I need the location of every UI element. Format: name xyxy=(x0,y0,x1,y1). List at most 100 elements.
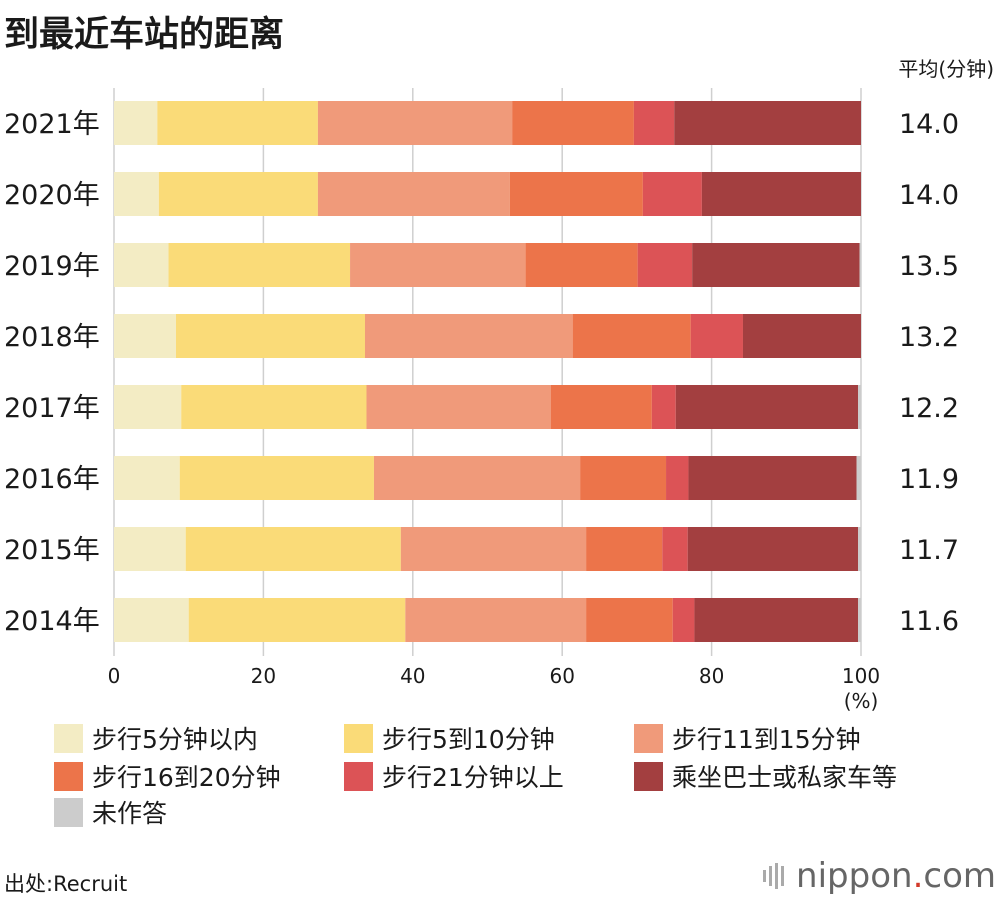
bar-segment xyxy=(633,101,675,145)
bar-segment xyxy=(176,314,365,358)
bar-segment xyxy=(858,527,861,571)
x-axis-label: (%) xyxy=(844,689,879,713)
legend-swatch xyxy=(54,797,83,827)
category-label: 2014年 xyxy=(4,606,100,637)
bar-segment xyxy=(651,385,676,429)
legend-item: 步行5到10分钟 xyxy=(344,720,555,756)
legend-label: 步行5到10分钟 xyxy=(382,725,555,754)
bar-segment xyxy=(373,456,581,500)
bars xyxy=(114,101,861,642)
legend-swatch xyxy=(634,723,663,753)
category-label: 2021年 xyxy=(4,109,100,140)
average-value: 11.9 xyxy=(899,464,959,495)
bar-segment xyxy=(692,243,860,287)
bar-segment xyxy=(642,172,702,216)
legend-label: 步行21分钟以上 xyxy=(382,763,564,792)
legend-item: 乘坐巴士或私家车等 xyxy=(634,758,897,794)
legend-swatch xyxy=(344,761,373,791)
bar-segment xyxy=(405,598,587,642)
category-label: 2015年 xyxy=(4,535,100,566)
bar-segment xyxy=(742,314,861,358)
bar-segment xyxy=(666,456,689,500)
legend-item: 步行11到15分钟 xyxy=(634,720,861,756)
bar-segment xyxy=(662,527,688,571)
legend-label: 步行5分钟以内 xyxy=(92,725,258,754)
chart-title: 到最近车站的距离 xyxy=(4,15,285,55)
category-label: 2020年 xyxy=(4,180,100,211)
average-value: 11.7 xyxy=(899,535,959,566)
legend-swatch xyxy=(344,723,373,753)
x-tick-label: 60 xyxy=(549,664,574,688)
brand-logo: nippon. com xyxy=(760,856,996,896)
nippon-logo-icon xyxy=(763,863,785,889)
category-label: 2017年 xyxy=(4,393,100,424)
x-tick-label: 0 xyxy=(108,664,121,688)
bar-segment xyxy=(509,172,643,216)
bar-segment xyxy=(550,385,652,429)
bar-segment xyxy=(580,456,667,500)
bar-segment xyxy=(114,314,177,358)
bar-segment xyxy=(400,527,587,571)
bar-segment xyxy=(586,527,663,571)
bar-segment xyxy=(525,243,638,287)
bar-segment xyxy=(114,598,189,642)
legend-label: 步行11到15分钟 xyxy=(672,725,861,754)
bar-segment xyxy=(114,527,186,571)
bar-segment xyxy=(181,385,367,429)
bar-segment xyxy=(188,598,406,642)
bar-segment xyxy=(366,385,551,429)
bar-segment xyxy=(364,314,573,358)
legend-item: 步行21分钟以上 xyxy=(344,758,564,794)
bar-segment xyxy=(179,456,374,500)
legend-item: 未作答 xyxy=(54,794,167,830)
bar-segment xyxy=(687,527,859,571)
legend: 步行5分钟以内 步行5到10分钟 步行11到15分钟步行16到20分钟 步行21分钟以… xyxy=(0,720,1000,828)
bar-segment xyxy=(675,385,859,429)
category-label: 2018年 xyxy=(4,322,100,353)
x-tick-label: 20 xyxy=(251,664,276,688)
brand-name: nippon xyxy=(796,856,913,896)
bar-segment xyxy=(114,243,169,287)
legend-item: 步行5分钟以内 xyxy=(54,720,258,756)
bar-segment xyxy=(858,385,861,429)
category-label: 2016年 xyxy=(4,464,100,495)
average-value: 14.0 xyxy=(899,180,959,211)
bar-segment xyxy=(512,101,634,145)
labels: 0 20 40 60 80 100(%) 平均(分钟) 2021年 14.0 2020年 14.0 2… xyxy=(4,57,994,713)
bar-segment xyxy=(694,598,859,642)
bar-segment xyxy=(350,243,526,287)
average-value: 14.0 xyxy=(899,109,959,140)
bar-segment xyxy=(674,101,861,145)
bar-segment xyxy=(701,172,861,216)
legend-swatch xyxy=(54,761,83,791)
bar-segment xyxy=(688,456,857,500)
bar-segment xyxy=(114,172,159,216)
bar-segment xyxy=(637,243,693,287)
x-tick-label: 80 xyxy=(699,664,724,688)
bar-segment xyxy=(168,243,351,287)
legend-item: 步行16到20分钟 xyxy=(54,758,281,794)
bar-segment xyxy=(185,527,401,571)
stacked-bar-chart: 0 20 40 60 80 100(%) 平均(分钟) 2021年 14.0 2020年 14.0 2… xyxy=(4,57,994,713)
legend-label: 未作答 xyxy=(92,799,168,828)
bar-segment xyxy=(858,598,861,642)
category-label: 2019年 xyxy=(4,251,100,282)
bar-segment xyxy=(690,314,743,358)
bar-segment xyxy=(856,456,861,500)
bar-segment xyxy=(158,172,318,216)
bar-segment xyxy=(672,598,695,642)
legend-swatch xyxy=(54,723,83,753)
legend-label: 乘坐巴士或私家车等 xyxy=(672,763,898,792)
average-value: 12.2 xyxy=(899,393,959,424)
bar-segment xyxy=(157,101,318,145)
bar-segment xyxy=(586,598,673,642)
bar-segment xyxy=(114,385,182,429)
bar-segment xyxy=(114,456,180,500)
average-value: 13.5 xyxy=(899,251,959,282)
bar-segment xyxy=(114,101,158,145)
bar-segment xyxy=(317,172,510,216)
bar-segment xyxy=(859,243,861,287)
source-note: 出处:Recruit xyxy=(4,872,128,896)
average-value: 11.6 xyxy=(899,606,959,637)
